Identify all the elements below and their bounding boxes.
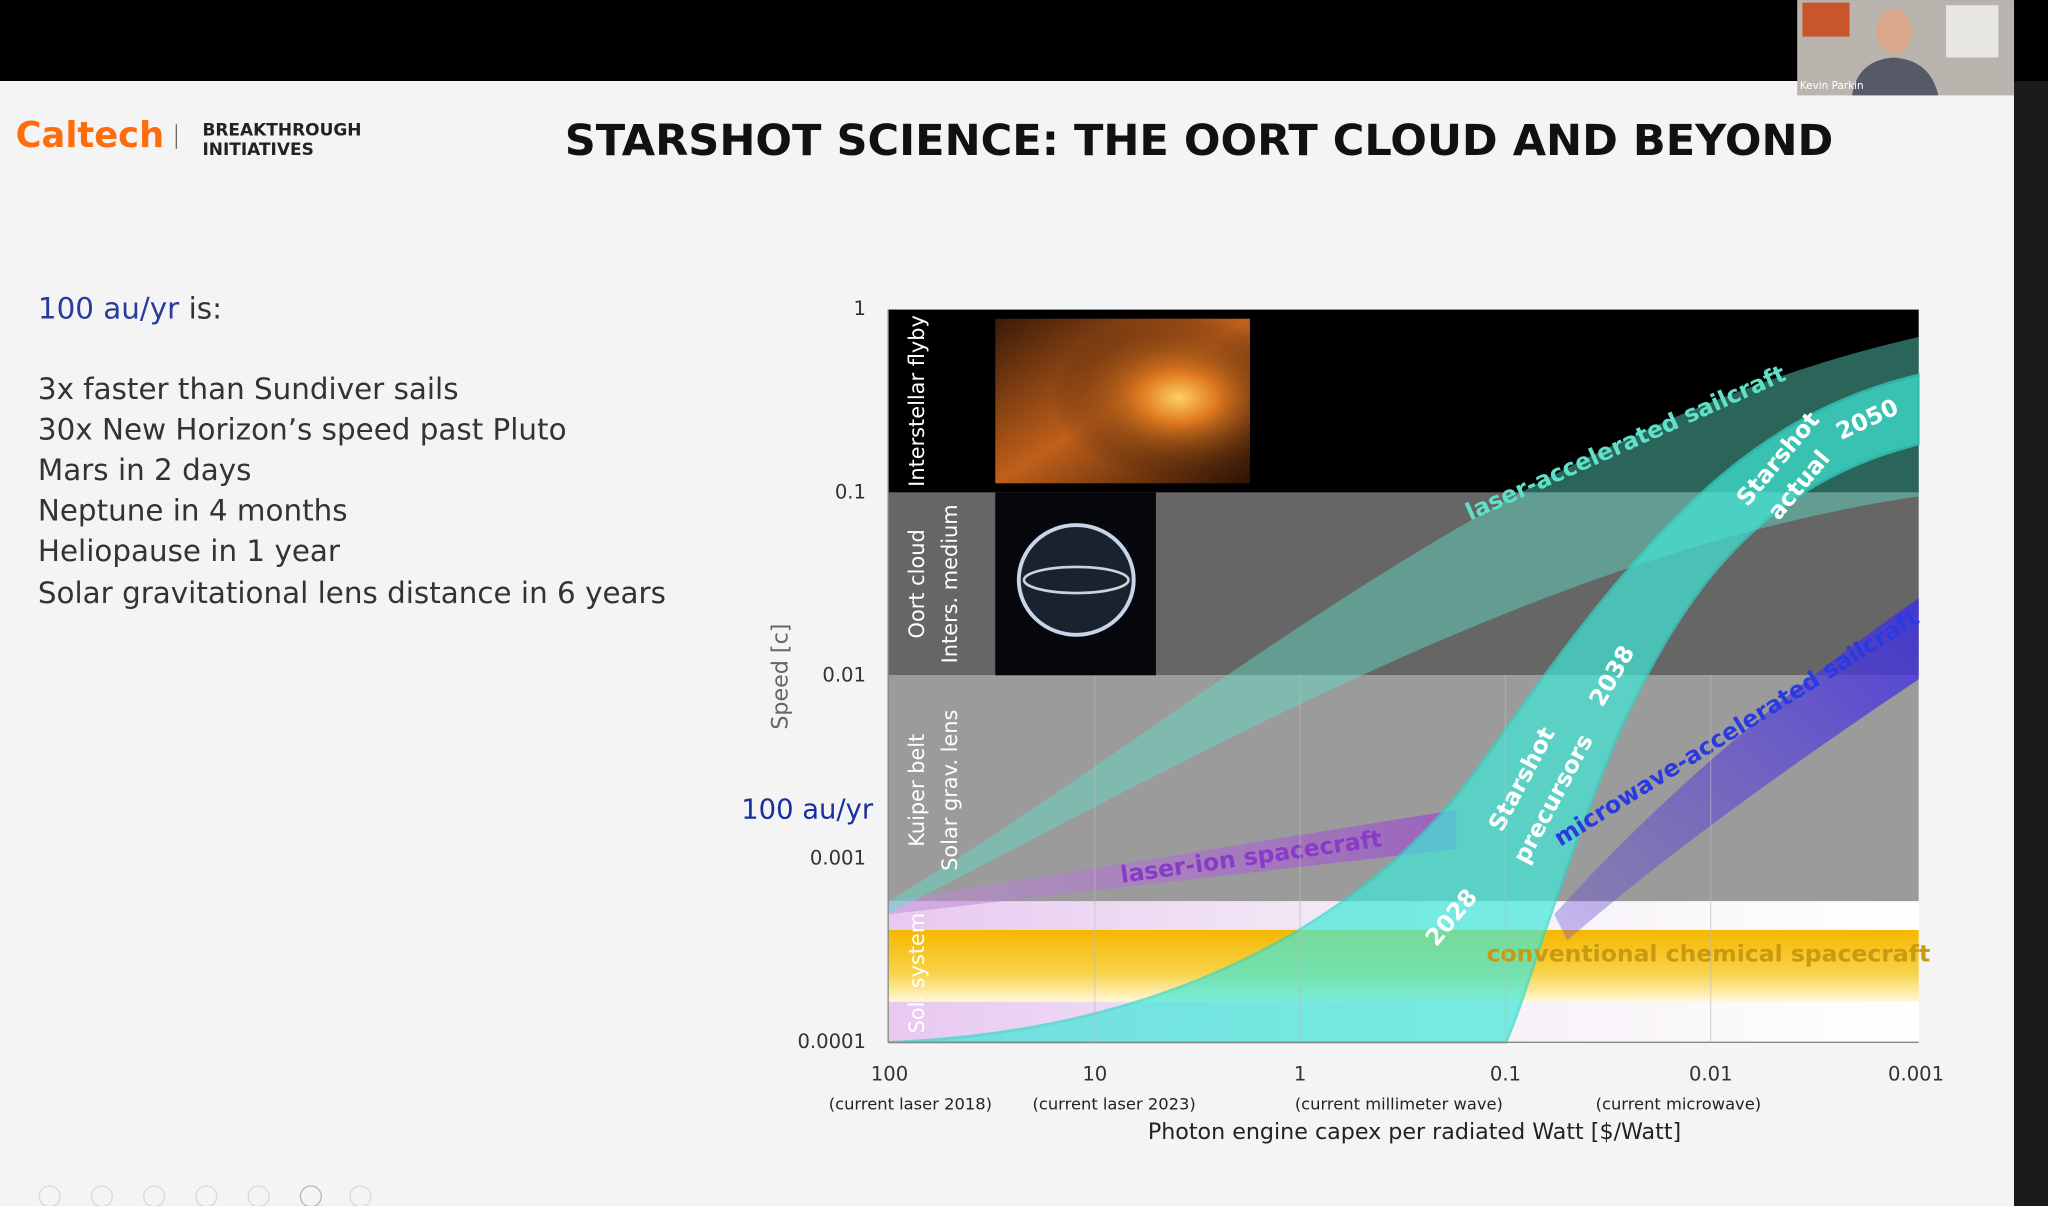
- laser-ion-band: [888, 809, 1457, 915]
- zone-label: Oort cloud: [905, 529, 929, 638]
- slide-title: STARSHOT SCIENCE: THE OORT CLOUD AND BEY…: [565, 116, 1834, 166]
- presentation-toolbar[interactable]: [38, 1185, 372, 1206]
- fact: Mars in 2 days: [38, 453, 252, 487]
- toolbar-icon[interactable]: [90, 1185, 113, 1206]
- intro-text: is:: [189, 291, 222, 325]
- microwave-band: [1554, 598, 1919, 941]
- partner-logo: BREAKTHROUGH: [202, 121, 361, 141]
- x-note: (current laser 2018): [829, 1095, 992, 1114]
- x-tick-label: 10: [1082, 1062, 1107, 1085]
- zone-label: Solar grav. lens: [938, 710, 962, 871]
- window: [1946, 5, 1999, 58]
- partner-logo: INITIATIVES: [202, 140, 313, 160]
- face: [1875, 9, 1913, 54]
- x-tick-label: 0.001: [1888, 1062, 1944, 1085]
- fact: Heliopause in 1 year: [38, 534, 341, 568]
- intro: 100 au/yr is:: [38, 291, 222, 325]
- oort-disk: [1022, 565, 1130, 595]
- exoplanet-glow: [995, 318, 1250, 484]
- toolbar-icon[interactable]: [349, 1185, 372, 1206]
- x-note: (current millimeter wave): [1295, 1095, 1503, 1114]
- laser-sail-band: [888, 337, 1919, 915]
- y-tick-label: 0.001: [810, 847, 866, 870]
- fact: Solar gravitational lens distance in 6 y…: [38, 576, 666, 610]
- zone-label: Inters. medium: [938, 504, 962, 663]
- fact-list: 3x faster than Sundiver sails 30x New Hor…: [38, 372, 666, 610]
- y-tick-label: 0.0001: [797, 1030, 866, 1053]
- starshot-band: [888, 373, 1920, 1044]
- y-axis-label: Speed [c]: [768, 624, 794, 730]
- zone-label: Interstellar flyby: [905, 315, 929, 487]
- intro-highlight: 100 au/yr: [38, 291, 180, 325]
- speed-marker: 100 au/yr: [741, 795, 874, 826]
- wall-art: [1802, 2, 1850, 37]
- webcam-tile[interactable]: Kevin Parkin: [1797, 0, 2015, 96]
- toolbar-icon[interactable]: [143, 1185, 166, 1206]
- side-strip: [2014, 81, 2048, 1206]
- toolbar-icon[interactable]: [299, 1185, 322, 1206]
- curve-label: conventional chemical spacecraft: [1487, 939, 1931, 967]
- toolbar-icon[interactable]: [195, 1185, 218, 1206]
- toolbar-icon[interactable]: [38, 1185, 61, 1206]
- fact: 30x New Horizon’s speed past Pluto: [38, 413, 567, 447]
- fact: 3x faster than Sundiver sails: [38, 372, 459, 406]
- x-tick-label: 0.1: [1490, 1062, 1521, 1085]
- x-note: (current microwave): [1596, 1095, 1762, 1114]
- x-tick-label: 100: [871, 1062, 908, 1085]
- y-tick-label: 1: [853, 297, 865, 320]
- diagram: laser-accelerated sailcraft laser-ion sp…: [741, 309, 1931, 1145]
- y-tick-label: 0.1: [835, 480, 866, 503]
- caltech-logo: Caltech: [16, 115, 165, 156]
- zone-label: Sol. system: [905, 913, 929, 1034]
- y-tick-label: 0.01: [822, 663, 866, 686]
- x-note: (current laser 2023): [1033, 1095, 1196, 1114]
- x-axis-label: Photon engine capex per radiated Watt [$…: [1148, 1119, 1681, 1145]
- toolbar-icon[interactable]: [247, 1185, 270, 1206]
- shoulders: [1852, 57, 1939, 96]
- participant-name: Kevin Parkin: [1800, 80, 1864, 92]
- x-tick-label: 0.01: [1689, 1062, 1733, 1085]
- oort-sphere: [1016, 523, 1136, 637]
- x-tick-label: 1: [1294, 1062, 1306, 1085]
- fact: Neptune in 4 months: [38, 494, 348, 528]
- zone-label: Kuiper belt: [905, 734, 929, 847]
